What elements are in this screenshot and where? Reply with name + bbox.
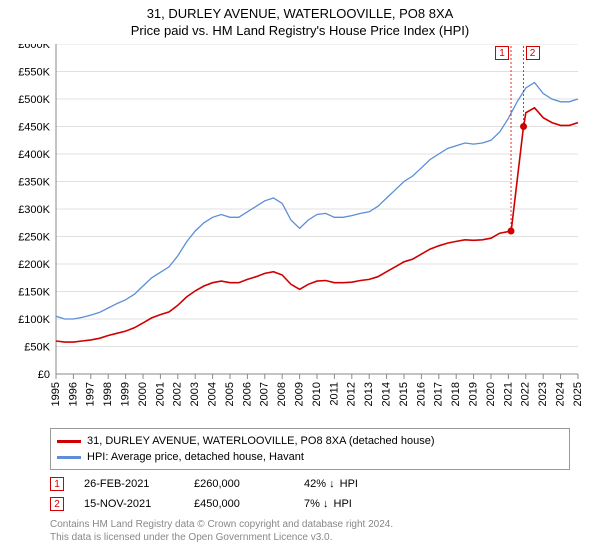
legend-swatch-hpi bbox=[57, 456, 81, 459]
event-marker-1: 1 bbox=[50, 477, 64, 491]
svg-text:2016: 2016 bbox=[415, 382, 427, 406]
chart-container: 31, DURLEY AVENUE, WATERLOOVILLE, PO8 8X… bbox=[0, 0, 600, 560]
event-price-1: £260,000 bbox=[194, 478, 284, 490]
svg-text:1995: 1995 bbox=[50, 382, 62, 406]
svg-text:2024: 2024 bbox=[555, 382, 567, 406]
svg-text:2025: 2025 bbox=[572, 382, 584, 406]
down-arrow-icon: ↓ bbox=[329, 478, 335, 490]
svg-text:£400K: £400K bbox=[18, 149, 50, 161]
svg-text:£550K: £550K bbox=[18, 67, 50, 79]
legend: 31, DURLEY AVENUE, WATERLOOVILLE, PO8 8X… bbox=[50, 428, 570, 470]
svg-text:2000: 2000 bbox=[137, 382, 149, 406]
legend-label-property: 31, DURLEY AVENUE, WATERLOOVILLE, PO8 8X… bbox=[87, 435, 434, 447]
svg-text:£50K: £50K bbox=[24, 342, 50, 354]
svg-text:£350K: £350K bbox=[18, 177, 50, 189]
svg-text:2008: 2008 bbox=[276, 382, 288, 406]
event-delta-2: 7% ↓ HPI bbox=[304, 498, 394, 510]
event-marker-2: 2 bbox=[50, 497, 64, 511]
svg-text:£600K: £600K bbox=[18, 44, 50, 51]
svg-text:2012: 2012 bbox=[346, 382, 358, 406]
svg-text:£500K: £500K bbox=[18, 94, 50, 106]
svg-text:£300K: £300K bbox=[18, 204, 50, 216]
svg-text:£200K: £200K bbox=[18, 259, 50, 271]
svg-text:1998: 1998 bbox=[102, 382, 114, 406]
svg-text:2015: 2015 bbox=[398, 382, 410, 406]
svg-text:2001: 2001 bbox=[154, 382, 166, 406]
legend-item-hpi: HPI: Average price, detached house, Hava… bbox=[57, 449, 563, 465]
svg-text:2013: 2013 bbox=[363, 382, 375, 406]
svg-text:2010: 2010 bbox=[311, 382, 323, 406]
event-date-2: 15-NOV-2021 bbox=[84, 498, 174, 510]
credits-line1: Contains HM Land Registry data © Crown c… bbox=[50, 518, 570, 531]
legend-item-property: 31, DURLEY AVENUE, WATERLOOVILLE, PO8 8X… bbox=[57, 433, 563, 449]
event-row-1: 1 26-FEB-2021 £260,000 42% ↓ HPI bbox=[50, 474, 570, 494]
credits-line2: This data is licensed under the Open Gov… bbox=[50, 531, 570, 544]
svg-text:£100K: £100K bbox=[18, 314, 50, 326]
svg-text:2023: 2023 bbox=[537, 382, 549, 406]
svg-text:2005: 2005 bbox=[224, 382, 236, 406]
svg-text:£0: £0 bbox=[38, 369, 50, 381]
chart-area: £0 £50K £100K £150K £200K £250K £300K £350K £400… bbox=[0, 44, 600, 422]
svg-text:2009: 2009 bbox=[294, 382, 306, 406]
svg-text:2003: 2003 bbox=[189, 382, 201, 406]
legend-label-hpi: HPI: Average price, detached house, Hava… bbox=[87, 451, 304, 463]
svg-text:£150K: £150K bbox=[18, 287, 50, 299]
chart-title-line1: 31, DURLEY AVENUE, WATERLOOVILLE, PO8 8X… bbox=[0, 0, 600, 21]
svg-text:£250K: £250K bbox=[18, 232, 50, 244]
event-date-1: 26-FEB-2021 bbox=[84, 478, 174, 490]
svg-text:2021: 2021 bbox=[502, 382, 514, 406]
svg-text:2011: 2011 bbox=[328, 382, 340, 406]
event-delta-1: 42% ↓ HPI bbox=[304, 478, 394, 490]
svg-text:1996: 1996 bbox=[67, 382, 79, 406]
event-row-2: 2 15-NOV-2021 £450,000 7% ↓ HPI bbox=[50, 494, 570, 514]
svg-text:2017: 2017 bbox=[433, 382, 445, 406]
svg-text:2014: 2014 bbox=[381, 382, 393, 406]
svg-text:1997: 1997 bbox=[85, 382, 97, 406]
down-arrow-icon: ↓ bbox=[323, 498, 329, 510]
event-price-2: £450,000 bbox=[194, 498, 284, 510]
svg-text:2004: 2004 bbox=[207, 382, 219, 406]
svg-text:2006: 2006 bbox=[241, 382, 253, 406]
svg-text:2022: 2022 bbox=[520, 382, 532, 406]
credits: Contains HM Land Registry data © Crown c… bbox=[50, 518, 570, 544]
svg-text:2007: 2007 bbox=[259, 382, 271, 406]
legend-swatch-property bbox=[57, 440, 81, 443]
chart-svg: £0 £50K £100K £150K £200K £250K £300K £350K £400… bbox=[0, 44, 600, 422]
svg-text:2020: 2020 bbox=[485, 382, 497, 406]
events-table: 1 26-FEB-2021 £260,000 42% ↓ HPI 2 15-NO… bbox=[50, 474, 570, 514]
svg-text:2002: 2002 bbox=[172, 382, 184, 406]
svg-text:2018: 2018 bbox=[450, 382, 462, 406]
svg-text:1999: 1999 bbox=[120, 382, 132, 406]
svg-text:£450K: £450K bbox=[18, 122, 50, 134]
svg-text:2019: 2019 bbox=[468, 382, 480, 406]
chart-title-line2: Price paid vs. HM Land Registry's House … bbox=[0, 21, 600, 44]
